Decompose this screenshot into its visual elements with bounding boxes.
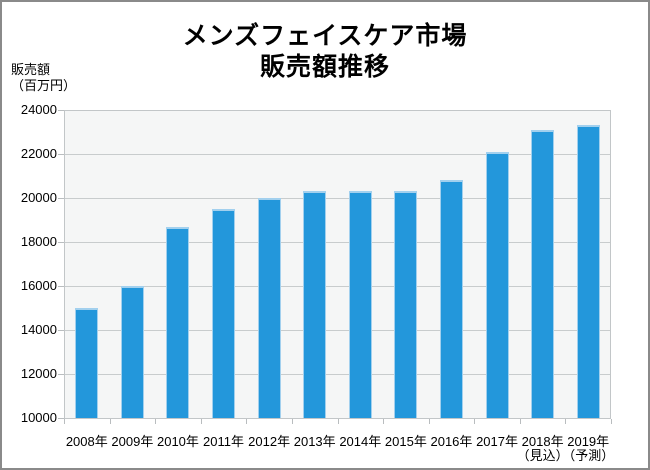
bar [531, 129, 555, 418]
x-tick-mark [291, 419, 293, 424]
x-tick-label-text: 2009年 [111, 434, 154, 449]
x-tick-label-text: 2014年 [339, 434, 382, 449]
y-tick-label: 18000 [20, 234, 57, 249]
bar [166, 226, 190, 418]
x-tick-mark [428, 419, 430, 424]
x-tick-label: 2015年 [375, 435, 437, 449]
bar [439, 180, 463, 418]
y-tick-mark [58, 286, 64, 287]
x-tick-mark [519, 419, 521, 424]
y-tick-mark [58, 154, 64, 155]
gridline [65, 198, 610, 199]
bar [348, 191, 372, 418]
x-tick-sublabel-text: （予測） [562, 448, 615, 463]
y-tick-label: 20000 [20, 190, 57, 205]
x-tick-label-text: 2017年 [476, 434, 518, 449]
x-tick-label-text: 2011年 [203, 434, 245, 449]
y-tick-label: 12000 [20, 366, 57, 381]
x-tick-mark [109, 419, 111, 424]
x-tick-label-text: 2019年 [567, 434, 610, 449]
gridline [65, 330, 610, 331]
bar [485, 151, 509, 418]
x-tick-label-text: 2015年 [384, 434, 427, 449]
x-tick-label-text: 2012年 [248, 434, 291, 449]
y-axis-unit-line1: 販売額 [11, 62, 51, 77]
x-tick-mark [155, 419, 157, 424]
y-tick-label: 24000 [20, 102, 57, 117]
y-tick-mark [58, 242, 64, 243]
x-tick-label: 2012年 [238, 435, 300, 449]
x-tick-label-text: 2016年 [430, 434, 473, 449]
x-tick-label-text: 2008年 [65, 434, 108, 449]
x-tick-mark [64, 419, 65, 424]
y-tick-mark [58, 374, 64, 375]
x-tick-mark [611, 419, 612, 424]
chart-title-line2: 販売額推移 [259, 53, 390, 81]
bar [212, 209, 236, 418]
gridline [65, 242, 610, 243]
y-tick-label: 10000 [20, 410, 57, 425]
bar [75, 308, 99, 418]
x-tick-label: 2016年 [420, 435, 482, 449]
bar [120, 286, 144, 418]
x-tick-label: 2018年 （見込） [512, 435, 574, 463]
x-tick-label: 2010年 [147, 435, 209, 449]
x-tick-mark [474, 419, 476, 424]
x-tick-label-text: 2018年 [521, 434, 564, 449]
bar [303, 191, 327, 418]
y-tick-label: 16000 [20, 278, 57, 293]
x-tick-label: 2008年 [56, 435, 118, 449]
chart-title: メンズフェイスケア市場 販売額推移 [2, 21, 648, 83]
x-tick-label-text: 2013年 [293, 434, 336, 449]
x-tick-label: 2017年 [466, 435, 528, 449]
x-tick-mark [383, 419, 385, 424]
x-tick-label: 2019年 （予測） [557, 435, 619, 463]
gridline [65, 286, 610, 287]
y-tick-mark [58, 330, 64, 331]
y-tick-label: 14000 [20, 322, 57, 337]
plot-area [64, 110, 611, 419]
y-axis-unit-label: 販売額 （百万円） [11, 62, 76, 94]
chart-title-line1: メンズフェイスケア市場 [182, 22, 468, 50]
x-tick-label: 2011年 [193, 435, 255, 449]
bar [257, 198, 281, 418]
gridline [65, 374, 610, 375]
y-tick-mark [58, 418, 64, 419]
y-tick-mark [58, 198, 64, 199]
bar [576, 125, 600, 418]
x-tick-label-text: 2010年 [156, 434, 199, 449]
x-tick-label: 2009年 [101, 435, 163, 449]
x-tick-label: 2014年 [329, 435, 391, 449]
x-tick-mark [337, 419, 339, 424]
x-tick-sublabel-text: （見込） [516, 448, 569, 463]
y-axis-unit-line2: （百万円） [11, 78, 77, 93]
x-tick-label: 2013年 [284, 435, 346, 449]
bar [394, 191, 418, 418]
x-tick-mark [246, 419, 248, 424]
gridline [65, 154, 610, 155]
x-tick-mark [565, 419, 567, 424]
y-tick-mark [58, 110, 64, 111]
x-tick-mark [200, 419, 202, 424]
y-tick-label: 22000 [20, 146, 57, 161]
